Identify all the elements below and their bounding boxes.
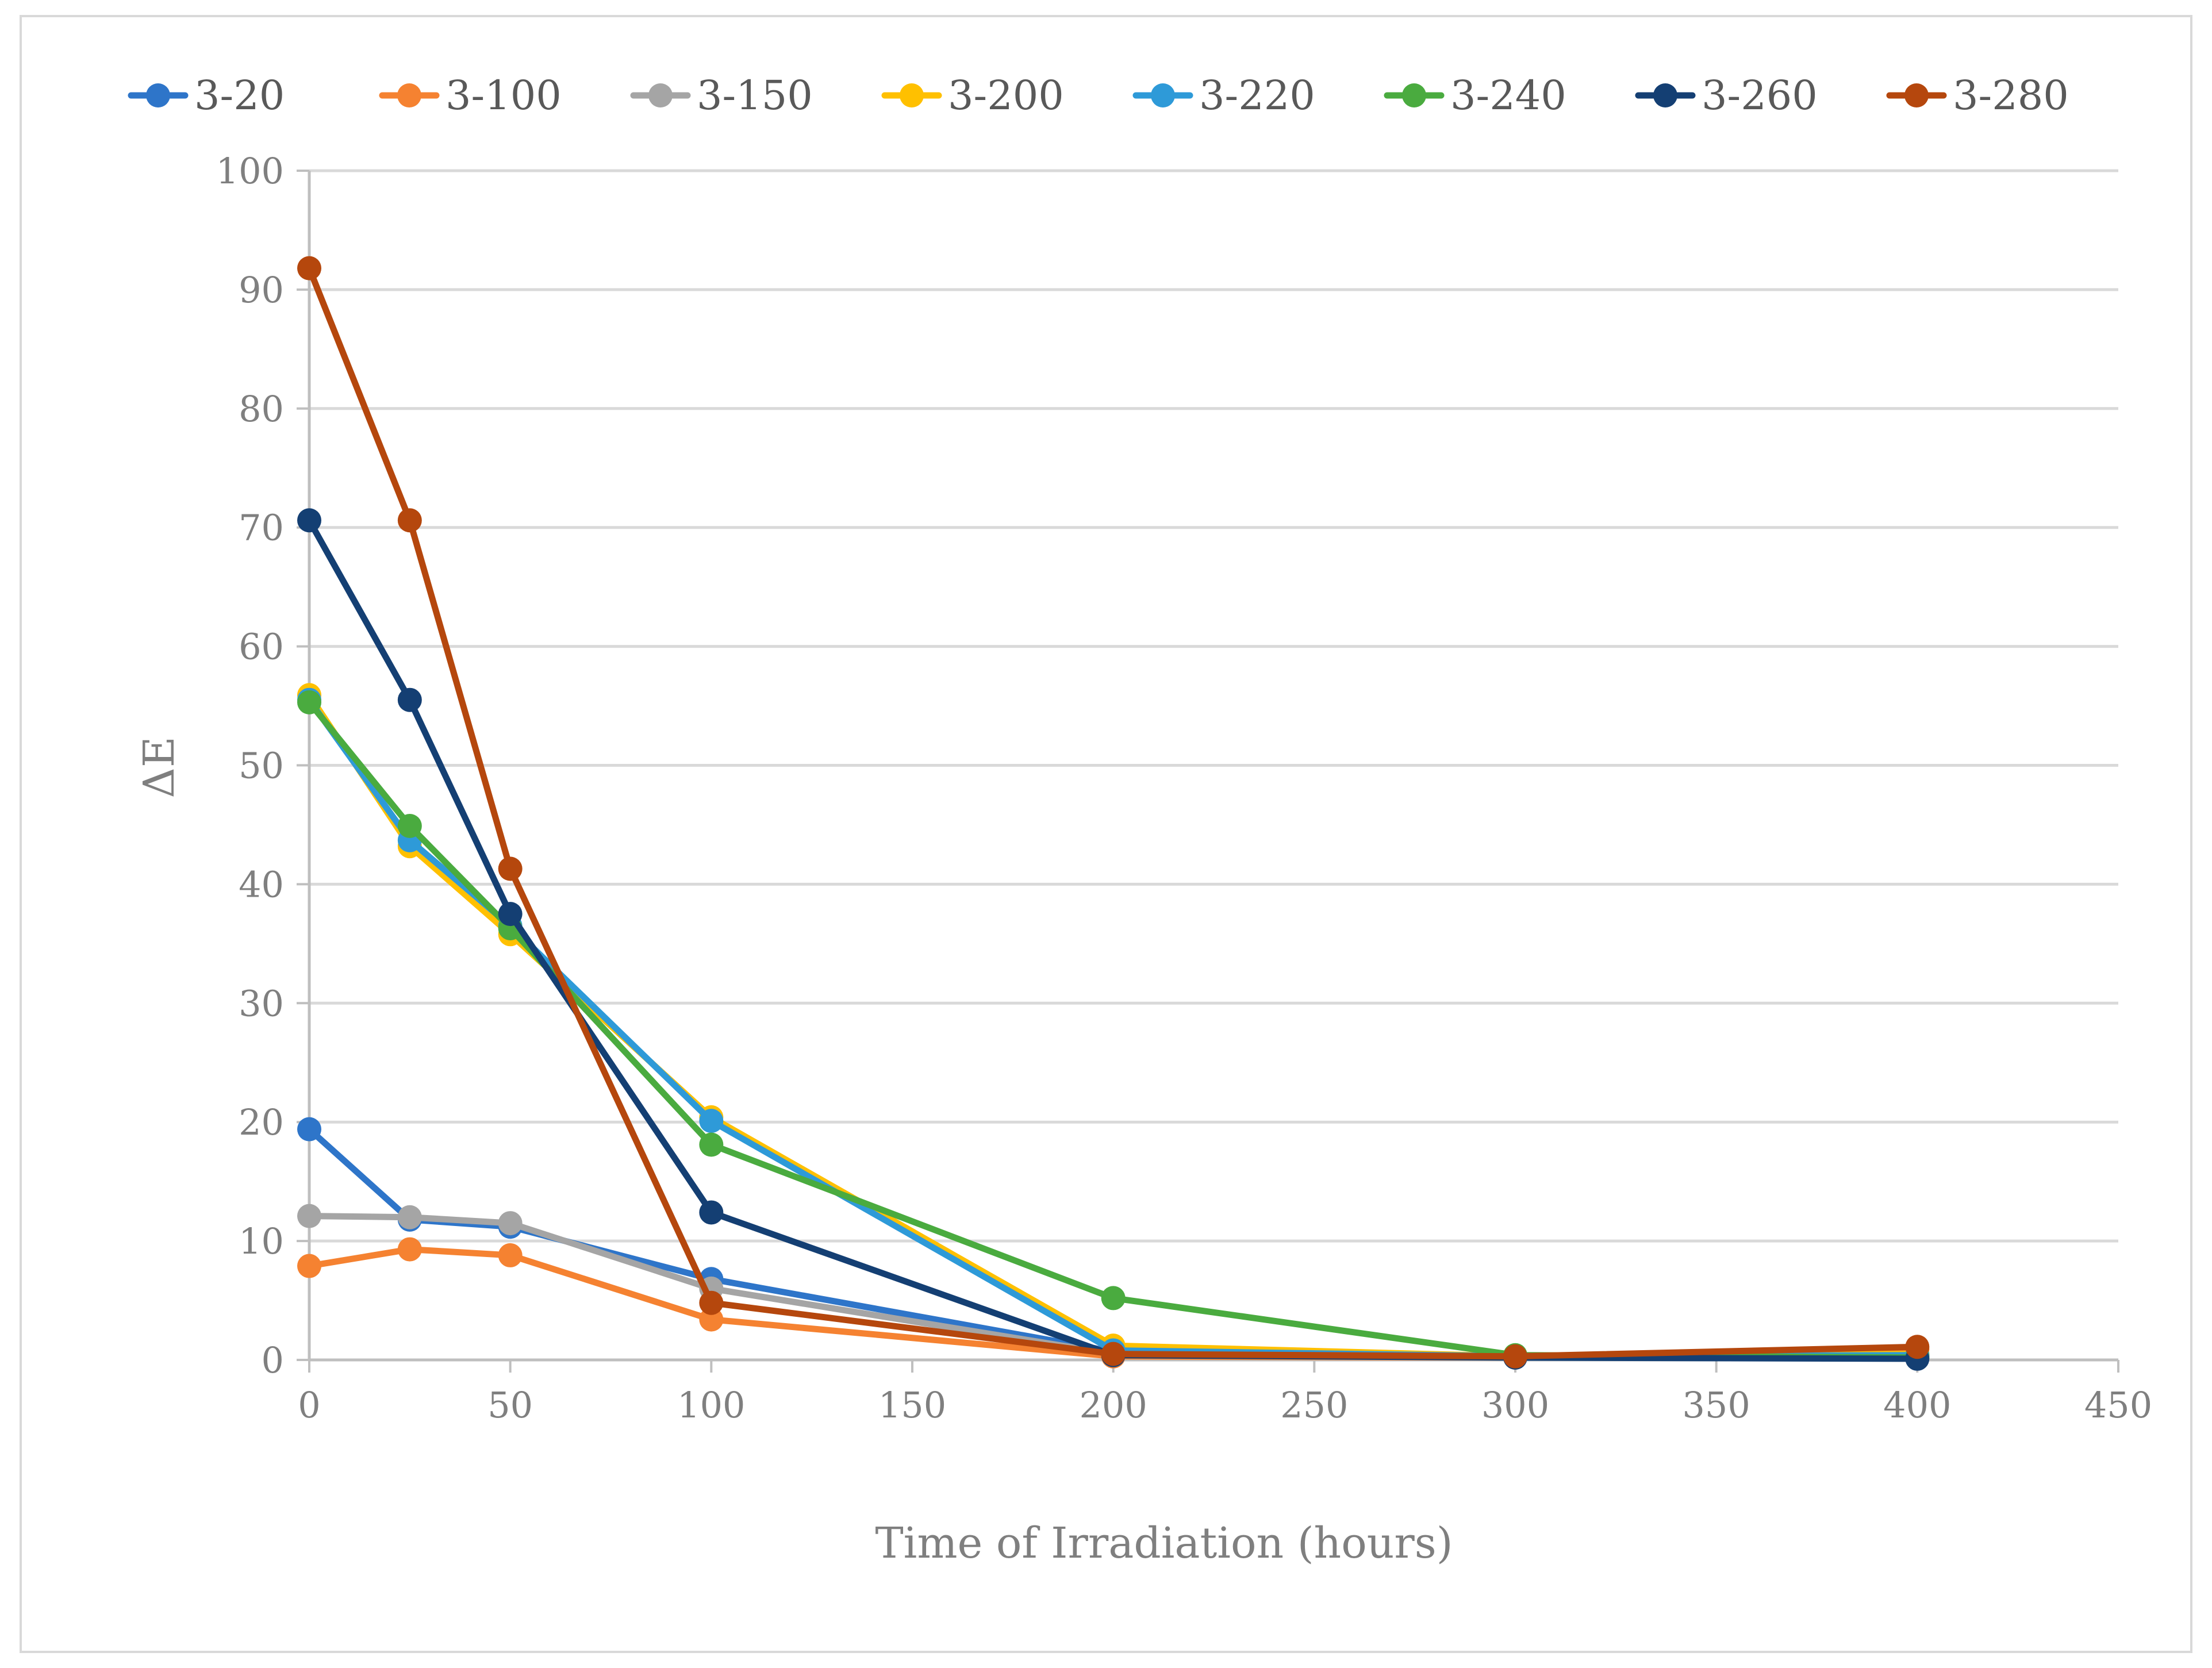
x-tick-label: 300 xyxy=(1481,1384,1549,1426)
data-point xyxy=(397,687,422,712)
data-point xyxy=(397,508,422,533)
series-line xyxy=(306,1126,1921,1361)
data-point xyxy=(297,690,321,714)
legend-item: 3-20 xyxy=(128,72,285,119)
data-point xyxy=(699,1132,724,1157)
legend-label: 3-100 xyxy=(446,72,562,119)
y-tick-label: 50 xyxy=(239,745,284,787)
data-point xyxy=(1101,1286,1126,1310)
legend-item: 3-280 xyxy=(1886,72,2069,119)
legend-label: 3-240 xyxy=(1450,72,1566,119)
data-point xyxy=(1503,1344,1527,1369)
x-axis-title: Time of Irradiation (hours) xyxy=(875,1519,1453,1568)
legend-item: 3-260 xyxy=(1635,72,1818,119)
series-lines xyxy=(297,256,1930,1371)
y-tick-label: 70 xyxy=(239,507,284,549)
y-tick-label: 90 xyxy=(239,269,284,311)
data-point xyxy=(297,1254,321,1278)
x-tick-label: 450 xyxy=(2084,1384,2152,1426)
data-point xyxy=(297,256,321,280)
data-point xyxy=(297,1204,321,1228)
x-tick-label: 0 xyxy=(298,1384,320,1426)
legend-label: 3-260 xyxy=(1702,72,1818,119)
legend-item: 3-150 xyxy=(630,72,813,119)
legend-label: 3-280 xyxy=(1953,72,2069,119)
data-point xyxy=(498,902,523,927)
legend-item: 3-100 xyxy=(379,72,562,119)
legend-swatch-marker xyxy=(1402,83,1426,107)
legend-swatch-marker xyxy=(1904,83,1929,107)
legend-item: 3-220 xyxy=(1132,72,1315,119)
series-line xyxy=(306,697,1921,1360)
data-point xyxy=(699,1290,724,1315)
series-line xyxy=(306,265,1921,1360)
legend: 3-20 3-100 3-150 3-200 3-220 3-240 3-260 3-280 xyxy=(128,72,2069,119)
data-point xyxy=(699,1109,724,1133)
legend-swatch-marker xyxy=(1653,83,1677,107)
chart-frame xyxy=(20,15,2192,1653)
legend-swatch-marker xyxy=(397,83,421,107)
data-point xyxy=(397,1205,422,1229)
data-point xyxy=(1905,1335,1930,1359)
y-axis-title: ΔE xyxy=(135,736,184,798)
x-tick-label: 250 xyxy=(1280,1384,1348,1426)
y-tick-label: 80 xyxy=(239,388,284,430)
series-3-280 xyxy=(297,256,1930,1369)
y-tick-label: 30 xyxy=(239,982,284,1024)
x-tick-label: 200 xyxy=(1079,1384,1147,1426)
data-point xyxy=(397,814,422,839)
series-line xyxy=(306,691,1921,1360)
axes xyxy=(297,170,2119,1373)
legend-item: 3-240 xyxy=(1384,72,1566,119)
gridlines xyxy=(309,169,2118,1243)
y-tick-label: 10 xyxy=(239,1220,284,1262)
x-tick-label: 50 xyxy=(487,1384,533,1426)
data-point xyxy=(297,508,321,533)
data-point xyxy=(498,1211,523,1236)
x-tick-label: 150 xyxy=(878,1384,946,1426)
x-tick-label: 100 xyxy=(677,1384,745,1426)
x-tick-label: 350 xyxy=(1682,1384,1750,1426)
y-tick-label: 20 xyxy=(239,1101,284,1143)
tick-labels: 0 10 20 30 40 50 60 70 80 90 100 0 50 100 150 200 250 300… xyxy=(216,150,2153,1426)
legend-swatch-marker xyxy=(900,83,924,107)
data-point xyxy=(1101,1342,1126,1366)
data-point xyxy=(498,1243,523,1267)
legend-label: 3-20 xyxy=(194,72,285,119)
legend-label: 3-200 xyxy=(948,72,1064,119)
data-point xyxy=(498,856,523,881)
legend-swatch-marker xyxy=(146,83,170,107)
series-line xyxy=(306,699,1921,1361)
series-3-20 xyxy=(297,1117,1930,1370)
y-tick-label: 0 xyxy=(262,1339,284,1381)
legend-label: 3-220 xyxy=(1199,72,1315,119)
data-point xyxy=(397,1237,422,1262)
legend-swatch-marker xyxy=(1151,83,1175,107)
legend-label: 3-150 xyxy=(697,72,813,119)
y-tick-label: 60 xyxy=(239,626,284,668)
data-point xyxy=(699,1307,724,1332)
y-tick-label: 100 xyxy=(216,150,284,192)
x-tick-label: 400 xyxy=(1883,1384,1951,1426)
y-tick-label: 40 xyxy=(239,863,284,905)
data-point xyxy=(699,1200,724,1225)
legend-item: 3-200 xyxy=(881,72,1064,119)
legend-swatch-marker xyxy=(648,83,673,107)
data-point xyxy=(297,1117,321,1142)
